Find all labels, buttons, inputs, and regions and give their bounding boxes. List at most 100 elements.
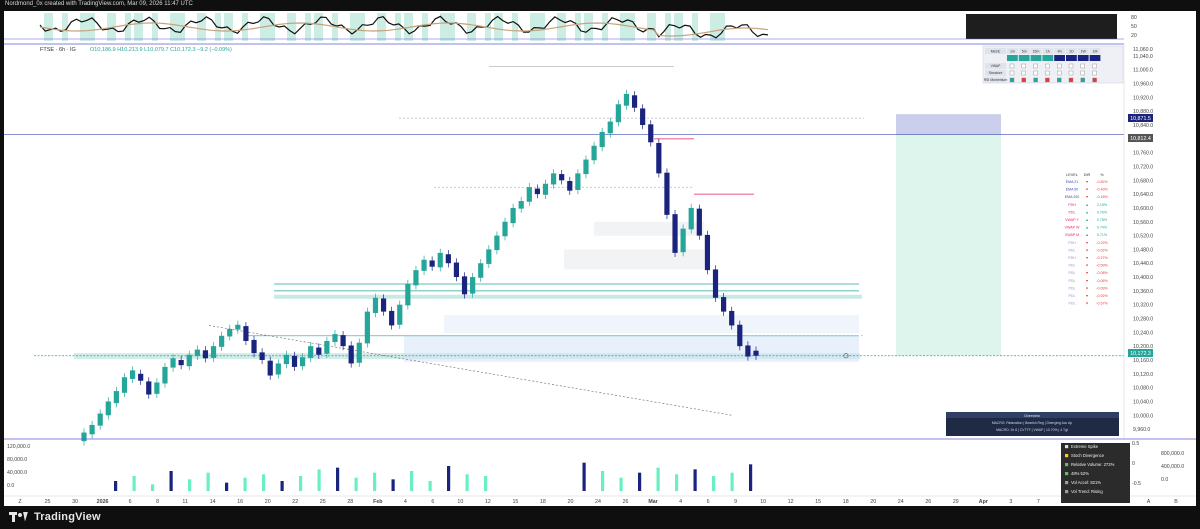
- levels-row-name: PDL: [1069, 302, 1076, 306]
- svg-text:Overview: Overview: [1024, 414, 1040, 418]
- signal-text: 48% 52%: [1071, 471, 1089, 476]
- candle-body: [154, 382, 160, 394]
- oscillator-tick-label: 80: [1131, 15, 1137, 21]
- price-tick-label: 10,000.0: [1133, 413, 1153, 419]
- vol-icon: [1065, 481, 1069, 485]
- target-zone-lower: [896, 134, 1001, 356]
- time-tick-label: 16: [237, 499, 243, 505]
- time-tick-label: 9: [734, 499, 737, 505]
- volume-bar: [336, 467, 340, 491]
- candle-body: [534, 188, 540, 195]
- levels-row-dir: ▲: [1085, 210, 1089, 214]
- price-tick-label: 10,760.0: [1133, 151, 1153, 157]
- volume-bar: [132, 476, 136, 491]
- oscillator-tick-label: 20: [1131, 33, 1137, 39]
- candle-body: [518, 201, 524, 209]
- candle-body: [470, 277, 476, 294]
- tradingview-logo[interactable]: TradingView: [9, 511, 101, 523]
- volume-right-label: -0.5: [1132, 481, 1141, 487]
- price-tick-label: 10,480.0: [1133, 247, 1153, 253]
- candle-body: [753, 350, 759, 356]
- price-tags: 10,871.5 10,812.4 10,172.3: [1128, 114, 1153, 357]
- price-axis: 11,060.011,040.0 11,000.0 10,960.0 10,920.0…: [1123, 44, 1153, 439]
- volume-bar: [675, 474, 679, 491]
- candle-body: [542, 183, 549, 195]
- table-header: 15m: [1033, 50, 1040, 54]
- chart-icon: [1065, 463, 1069, 467]
- time-tick-label: Mar: [648, 499, 657, 505]
- signal-text: Stoch Divergence: [1071, 453, 1105, 458]
- time-tick-label: 15: [815, 499, 821, 505]
- levels-row-name: PDL: [1069, 264, 1076, 268]
- time-tick-label: 20: [568, 499, 574, 505]
- candle-body: [186, 354, 192, 367]
- candle-body: [275, 363, 281, 375]
- time-tick-label: 6: [129, 499, 132, 505]
- candle-body: [745, 345, 751, 357]
- candle-body: [178, 359, 184, 366]
- price-tick-label: 10,640.0: [1133, 192, 1153, 198]
- candle-body: [437, 252, 443, 268]
- bolt-icon: [1065, 445, 1069, 449]
- demand-zone: [274, 294, 862, 299]
- levels-row-pct: -0.18%: [1096, 195, 1108, 199]
- brand-name: TradingView: [34, 511, 101, 523]
- volume-bar: [243, 477, 247, 491]
- candle-body: [550, 173, 557, 185]
- volume-tick-label: 40,000.0: [7, 470, 27, 476]
- time-tick-label: 6: [707, 499, 710, 505]
- candle-body: [397, 304, 403, 325]
- candle-body: [656, 142, 662, 174]
- candle-body: [243, 326, 249, 341]
- volume-pane: 120,000.0 80,000.0 40,000.0 0.0 0.5 0 -0.5 800,…: [4, 438, 1196, 491]
- levels-row-name: EMA 21: [1066, 180, 1079, 184]
- volume-tick-label: 80,000.0: [7, 457, 27, 463]
- levels-row-pct: 0.71%: [1097, 233, 1108, 237]
- price-tick-label: 10,720.0: [1133, 164, 1153, 170]
- volume-bar: [619, 477, 623, 491]
- trendline: [208, 325, 733, 416]
- svg-text:MACRO: Relaxation | Bearish Re: MACRO: Relaxation | Bearish Reg | Diverg…: [992, 421, 1072, 425]
- trend-icon: [1065, 490, 1069, 494]
- price-tick-label: 10,920.0: [1133, 95, 1153, 101]
- volume-bar: [484, 476, 488, 491]
- levels-row-name: EMA 50: [1066, 188, 1079, 192]
- levels-row-dir: ▼: [1085, 286, 1089, 290]
- levels-row-dir: ▼: [1085, 264, 1089, 268]
- candle-body: [478, 263, 484, 278]
- levels-row-dir: ▼: [1085, 294, 1089, 298]
- volume-bar: [262, 474, 266, 491]
- levels-row-pct: 0.76%: [1097, 210, 1108, 214]
- volume-bar: [601, 471, 605, 491]
- candle-body: [688, 207, 694, 230]
- price-tick-label: 10,520.0: [1133, 234, 1153, 240]
- footer-bar: TradingView: [0, 506, 1200, 529]
- candle-body: [121, 377, 128, 393]
- candle-body: [340, 335, 346, 347]
- levels-row-name: PDL: [1069, 286, 1076, 290]
- candle-body: [405, 283, 411, 306]
- signal-text: Extreme Spike: [1071, 444, 1099, 449]
- volume-bar: [354, 477, 358, 491]
- candle-body: [413, 270, 419, 286]
- table-header: 1M: [1093, 50, 1098, 54]
- oscillator-pane: 80 50 20: [4, 11, 1137, 45]
- candle-body: [559, 174, 565, 181]
- time-tick-label: B: [1174, 499, 1178, 505]
- candle-body: [615, 104, 621, 123]
- signal-text: Vol Trend: Rising: [1071, 489, 1103, 494]
- levels-row-pct: -0.49%: [1096, 188, 1108, 192]
- upper-price-tag: 10,871.5: [1130, 116, 1151, 122]
- time-tick-label: 10: [457, 499, 463, 505]
- time-axis: Z 25 30 2026 6 8 11 14 16 20 22 25 28 Feb 4 6 10 12 15 18 20…: [4, 495, 1196, 505]
- levels-header: LEVEL: [1066, 173, 1078, 177]
- levels-header: %: [1100, 173, 1104, 177]
- table-header: Metric: [991, 50, 1001, 54]
- chart-canvas[interactable]: 80 50 20 11,060.0 11,040.0 11,000.0 10,960.0 1…: [4, 11, 1196, 506]
- levels-row-dir: ▼: [1085, 302, 1089, 306]
- candle-body: [89, 424, 95, 435]
- time-tick-label: 24: [898, 499, 904, 505]
- candle-body: [348, 345, 354, 364]
